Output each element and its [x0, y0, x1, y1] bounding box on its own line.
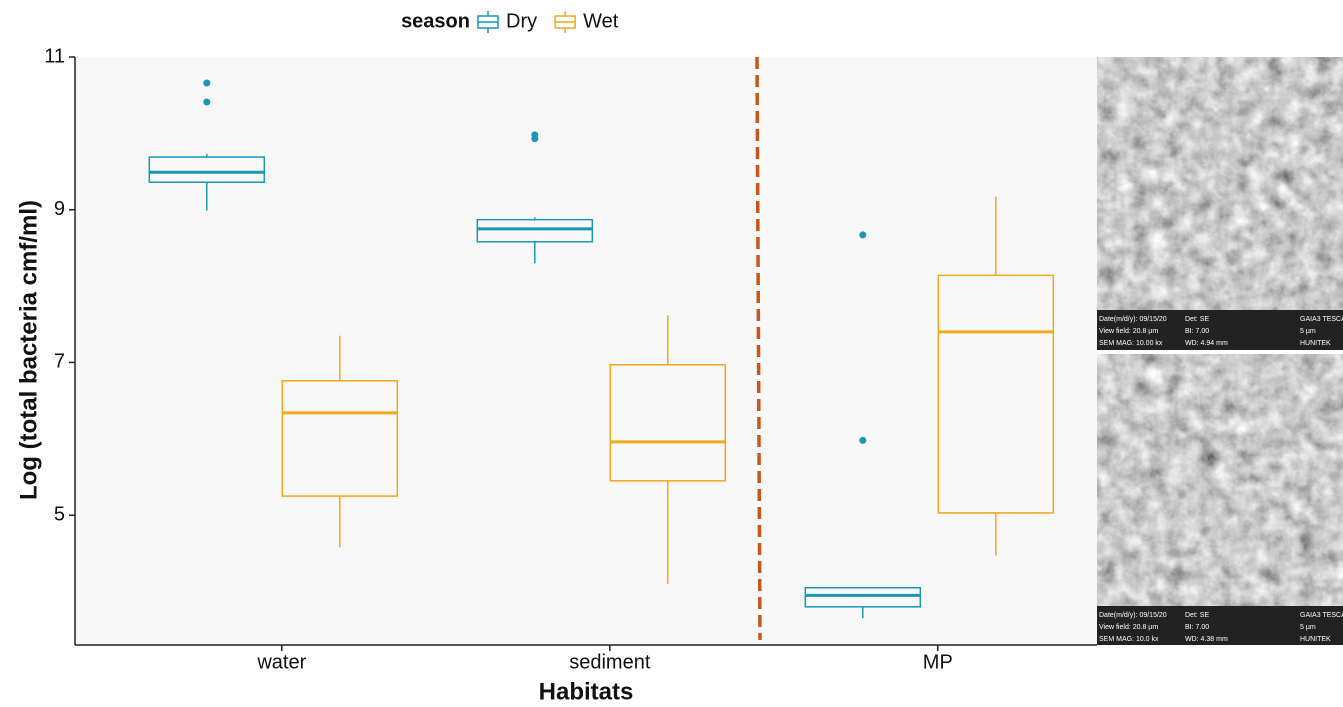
sem-caption: 5 µm [1300, 328, 1316, 335]
sem-caption: View field: 20.8 µm [1099, 624, 1158, 631]
outlier [859, 231, 866, 238]
sem-caption: BI: 7.00 [1185, 624, 1209, 631]
y-axis-title: Log (total bacteria cmf/ml) [15, 200, 42, 500]
sem-caption: GAIA3 TESCAN [1300, 612, 1343, 619]
x-tick-label: MP [923, 651, 953, 673]
y-tick-label: 5 [54, 503, 65, 525]
sem-caption: Det: SE [1185, 316, 1209, 323]
legend-title: season [401, 10, 470, 32]
sem-caption: WD: 4.94 mm [1185, 340, 1228, 347]
x-tick-label: water [256, 651, 306, 673]
sem-caption: BI: 7.00 [1185, 328, 1209, 335]
sem-caption: GAIA3 TESCAN [1300, 316, 1343, 323]
y-tick-label: 7 [54, 351, 65, 373]
sem-caption: Date(m/d/y): 09/15/20 [1099, 316, 1167, 323]
chart: season Log (total bacteria cmf/ml) Habit… [0, 0, 1343, 707]
sem-image-2 [1097, 354, 1343, 645]
outlier [203, 79, 210, 86]
sem-caption: HUNITEK [1300, 340, 1331, 347]
sem-photo [1097, 354, 1343, 645]
x-axis-title: Habitats [539, 678, 634, 705]
sem-caption: SEM MAG: 10.0 kx [1099, 636, 1159, 643]
outlier [203, 99, 210, 106]
outlier [531, 135, 538, 142]
sem-caption: WD: 4.38 mm [1185, 636, 1228, 643]
sem-caption: Det: SE [1185, 612, 1209, 619]
sem-caption: Date(m/d/y): 09/15/20 [1099, 612, 1167, 619]
legend-label: Wet [583, 10, 619, 32]
y-tick-label: 11 [44, 45, 65, 67]
x-tick-label: sediment [569, 651, 651, 673]
sem-caption: View field: 20.8 µm [1099, 328, 1158, 335]
sem-photo [1097, 57, 1343, 350]
sem-caption: HUNITEK [1300, 636, 1331, 643]
outlier [859, 437, 866, 444]
sem-caption: 5 µm [1300, 624, 1316, 631]
y-tick-label: 9 [54, 198, 65, 220]
sem-caption: SEM MAG: 10.00 kx [1099, 340, 1163, 347]
sem-image-1 [1097, 57, 1343, 350]
legend-label: Dry [506, 10, 537, 32]
panel-background [75, 57, 1097, 645]
